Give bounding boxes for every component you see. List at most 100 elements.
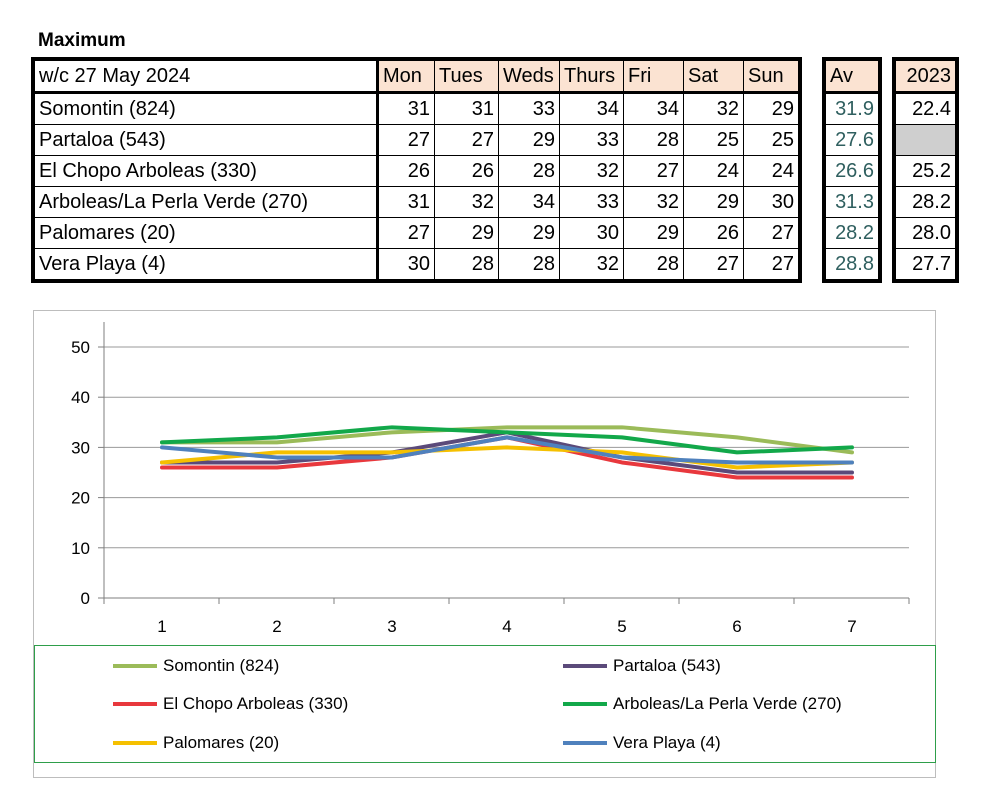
day-header: Sat: [683, 58, 744, 94]
series-line-4: [160, 425, 854, 455]
temp-cell: 33: [559, 124, 624, 156]
legend-item: Somontin (824): [113, 656, 279, 676]
average-cell: 26.6: [823, 155, 881, 187]
average-cell: 31.9: [823, 92, 881, 125]
average-cell: 27.6: [823, 124, 881, 156]
legend-swatch: [113, 741, 157, 745]
temp-cell: 29: [623, 217, 684, 249]
chart-title: Maximum: [38, 30, 126, 51]
y-tick-label: 10: [71, 539, 90, 558]
station-name: Somontin (824): [32, 92, 379, 125]
legend-swatch: [113, 664, 157, 668]
week-label: w/c 27 May 2024: [32, 58, 379, 94]
previous-year-table: 2023 22.4 25.2 28.2 28.0 27.7: [892, 57, 959, 283]
x-tick-label: 4: [502, 617, 511, 636]
year-header: 2023: [893, 58, 958, 94]
temp-cell: 34: [498, 186, 560, 218]
legend-label: Vera Playa (4): [613, 733, 721, 752]
average-header: Av: [823, 58, 881, 94]
temp-cell: 29: [743, 92, 801, 125]
temp-cell: 31: [434, 92, 499, 125]
legend-swatch: [113, 702, 157, 706]
previous-year-cell: 28.0: [893, 217, 958, 249]
series-line-6: [160, 435, 854, 465]
temp-cell: 29: [498, 217, 560, 249]
temp-cell: 32: [559, 155, 624, 187]
temp-cell: 26: [377, 155, 435, 187]
temp-cell: 28: [623, 124, 684, 156]
temp-cell: 33: [498, 92, 560, 125]
x-tick-label: 2: [272, 617, 281, 636]
previous-year-cell-empty: [893, 124, 958, 156]
temp-cell: 29: [683, 186, 744, 218]
temp-cell: 25: [743, 124, 801, 156]
station-name: El Chopo Arboleas (330): [32, 155, 379, 187]
legend-item: Partaloa (543): [563, 656, 721, 676]
temp-cell: 27: [743, 217, 801, 249]
chart-legend: Somontin (824) Partaloa (543) El Chopo A…: [34, 645, 936, 763]
temp-cell: 34: [559, 92, 624, 125]
station-name: Palomares (20): [32, 217, 379, 249]
legend-label: Palomares (20): [163, 733, 280, 752]
temp-cell: 27: [743, 248, 801, 282]
day-header: Tues: [434, 58, 499, 94]
x-tick-label: 7: [847, 617, 856, 636]
y-tick-label: 0: [81, 589, 90, 608]
chart-area: [33, 310, 936, 778]
previous-year-cell: 22.4: [893, 92, 958, 125]
legend-label: Arboleas/La Perla Verde (270): [613, 694, 842, 713]
legend-label: Partaloa (543): [613, 656, 721, 675]
temp-cell: 32: [559, 248, 624, 282]
table-row: Partaloa (543) 27 27 29 33 28 25 25: [32, 124, 801, 156]
day-header: Thurs: [559, 58, 624, 94]
temp-cell: 31: [377, 92, 435, 125]
temp-cell: 26: [434, 155, 499, 187]
average-cell: 28.2: [823, 217, 881, 249]
temp-cell: 32: [434, 186, 499, 218]
temp-cell: 24: [743, 155, 801, 187]
x-tick-label: 5: [617, 617, 626, 636]
table-row: Palomares (20) 27 29 29 30 29 26 27: [32, 217, 801, 249]
temp-cell: 31: [377, 186, 435, 218]
station-name: Vera Playa (4): [32, 248, 379, 282]
legend-item: Vera Playa (4): [563, 733, 721, 753]
temp-cell: 30: [743, 186, 801, 218]
temp-cell: 30: [377, 248, 435, 282]
temp-cell: 30: [559, 217, 624, 249]
temp-cell: 26: [683, 217, 744, 249]
temp-cell: 28: [434, 248, 499, 282]
legend-swatch: [563, 664, 607, 668]
y-tick-label: 20: [71, 489, 90, 508]
average-table: Av 31.9 27.6 26.6 31.3 28.2 28.8: [822, 57, 882, 283]
legend-label: El Chopo Arboleas (330): [163, 694, 349, 713]
station-name: Partaloa (543): [32, 124, 379, 156]
x-tick-label: 1: [157, 617, 166, 636]
temp-cell: 28: [623, 248, 684, 282]
legend-item: Arboleas/La Perla Verde (270): [563, 694, 842, 714]
day-header: Fri: [623, 58, 684, 94]
legend-label: Somontin (824): [163, 656, 280, 675]
y-tick-label: 30: [71, 438, 90, 457]
series-line-5: [160, 445, 854, 470]
temp-cell: 27: [377, 217, 435, 249]
legend-item: Palomares (20): [113, 733, 279, 753]
y-tick-label: 50: [71, 338, 90, 357]
temp-cell: 27: [683, 248, 744, 282]
previous-year-cell: 27.7: [893, 248, 958, 282]
temperature-table: w/c 27 May 2024 Mon Tues Weds Thurs Fri …: [31, 57, 802, 283]
table-row: Vera Playa (4) 30 28 28 32 28 27 27: [32, 248, 801, 282]
temp-cell: 29: [434, 217, 499, 249]
y-tick-label: 40: [71, 388, 90, 407]
legend-swatch: [563, 741, 607, 745]
table-row: El Chopo Arboleas (330) 26 26 28 32 27 2…: [32, 155, 801, 187]
legend-item: El Chopo Arboleas (330): [113, 694, 348, 714]
table-header-row: w/c 27 May 2024 Mon Tues Weds Thurs Fri …: [32, 58, 801, 94]
series-line-1: [160, 425, 854, 455]
x-tick-label: 3: [387, 617, 396, 636]
table-row: Somontin (824) 31 31 33 34 34 32 29: [32, 92, 801, 125]
day-header: Sun: [743, 58, 801, 94]
legend-swatch: [563, 702, 607, 706]
x-tick-label: 6: [732, 617, 741, 636]
average-cell: 28.8: [823, 248, 881, 282]
